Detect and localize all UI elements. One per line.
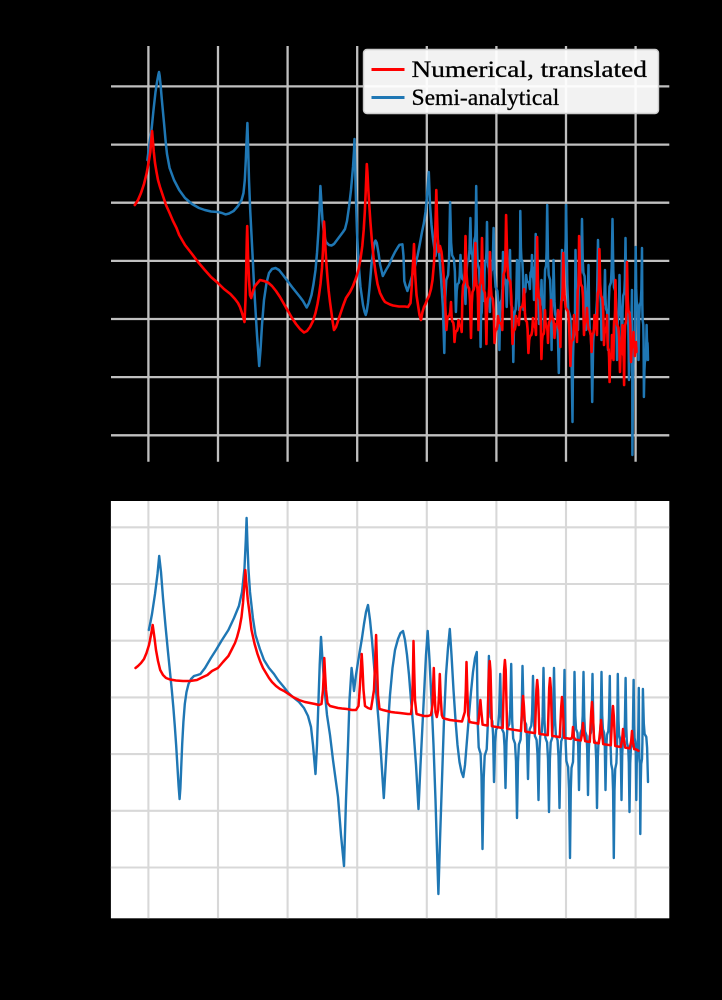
svg-text:Semi-analytical: Semi-analytical (412, 85, 560, 111)
svg-text:Numerical, translated: Numerical, translated (412, 57, 648, 82)
